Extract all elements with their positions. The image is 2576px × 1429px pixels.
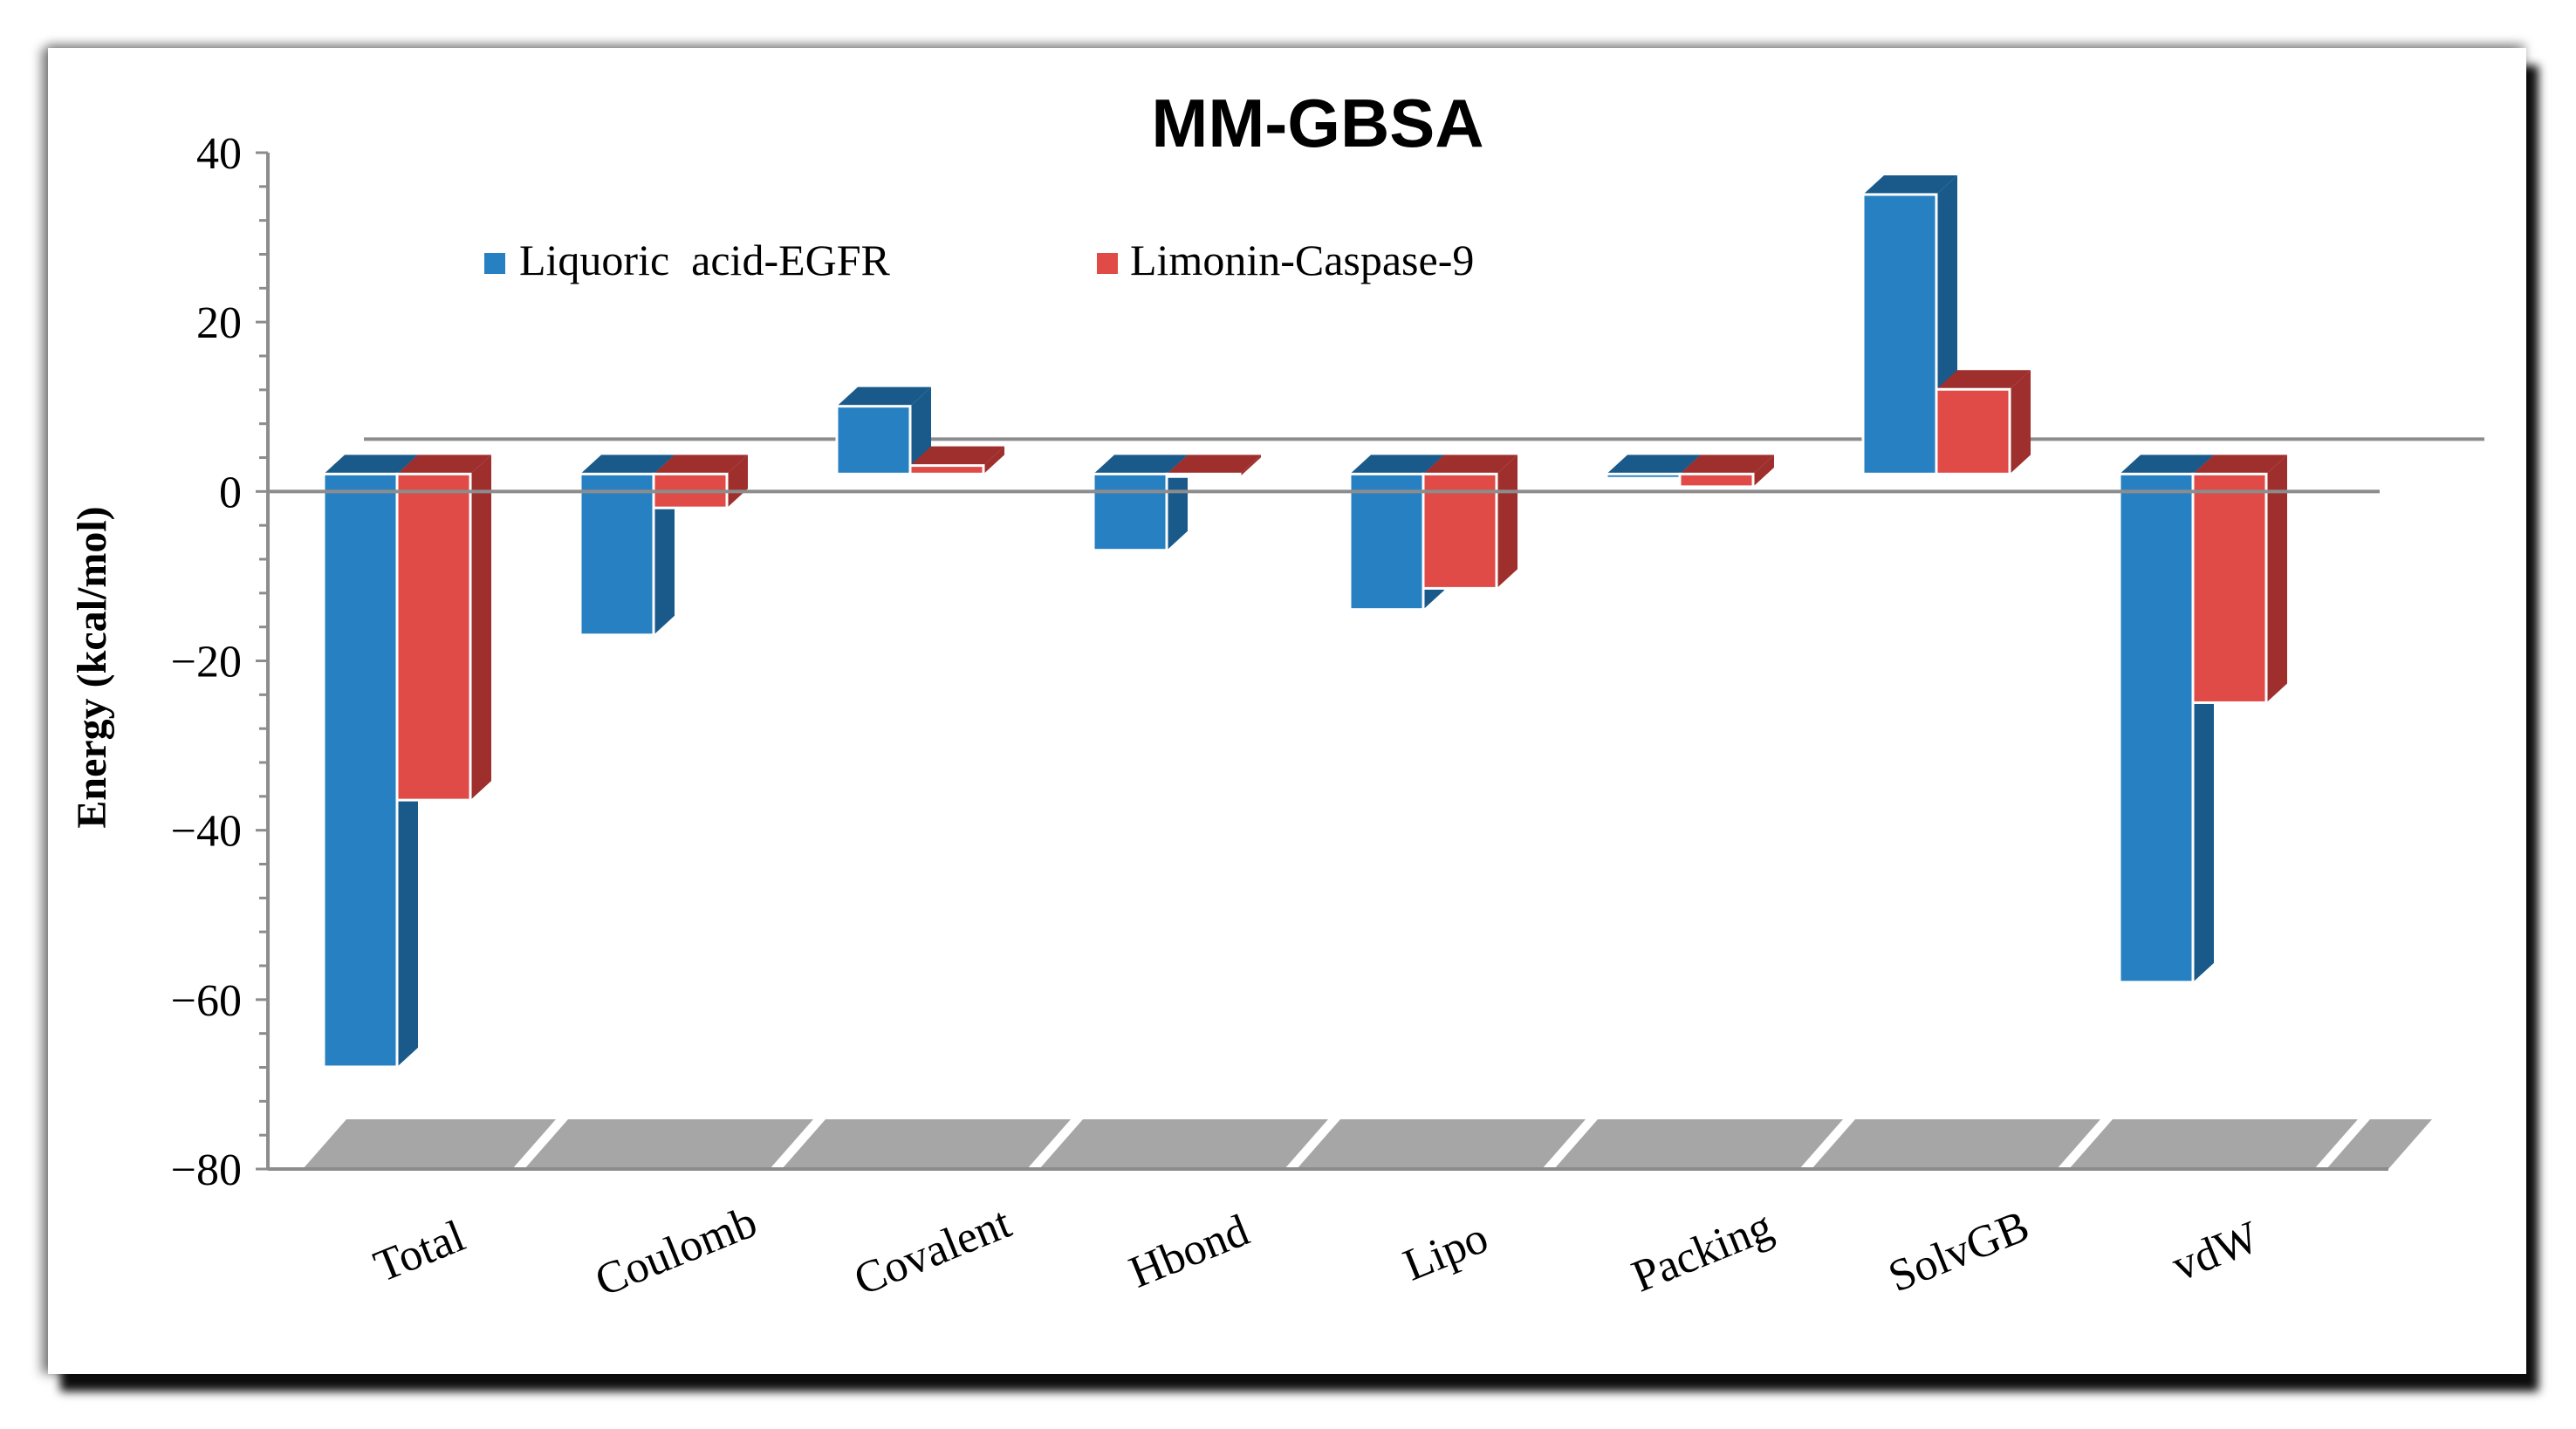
bar-front [1092,472,1168,552]
legend-swatch-series-1 [484,253,505,274]
bar-front [322,472,399,1069]
bar-top [1607,455,1701,475]
chart-card: MM-GBSA 40 20 0 −20 −40 −60 −80 Total Coulomb Co… [48,48,2526,1374]
bar-hbond-series-1 [1092,455,1188,552]
bar-side [2010,370,2031,475]
bar-top [580,455,675,475]
bar-top [654,455,748,475]
bar-top [397,455,491,475]
bar-covalent-series-2 [908,446,1004,475]
x-label-total: Total [367,1211,472,1292]
bar-side [1240,455,1261,477]
bar-side [470,455,491,801]
floor-stripe [1799,1119,1855,1169]
floor-stripe [512,1119,568,1169]
bar-total-series-2 [395,455,491,802]
bar-packing-series-2 [1678,455,1774,489]
y-tick-label: −20 [171,638,242,687]
y-tick-label: 40 [196,129,242,179]
bar-top [1093,455,1188,475]
bar-top [1680,455,1774,475]
bar-coulomb-series-2 [652,455,748,509]
bar-covalent-series-1 [835,386,931,475]
bar-vdw-series-1 [2118,455,2214,984]
bar-top [1167,455,1261,475]
floor-stripe [1027,1119,1083,1169]
floor-stripe [1542,1119,1598,1169]
bar-top [910,446,1004,466]
floor-stripe [770,1119,826,1169]
bar-front [1165,472,1242,478]
bar-top [1936,370,2031,390]
bar-front [2118,472,2195,984]
bar-front [2191,472,2268,704]
bar-top [1863,174,1957,195]
legend-swatch-series-2 [1097,253,1118,274]
bar-top [2120,455,2214,475]
bar-front [835,405,912,475]
x-axis-labels: Total Coulomb Covalent Hbond Lipo Packing Solv… [367,1197,2265,1306]
x-label-covalent: Covalent [847,1198,1018,1305]
y-tick-label: −60 [171,976,242,1026]
y-tick-label: 20 [196,298,242,348]
y-tick-label: 0 [219,468,242,517]
bar-solvgb-series-2 [1935,370,2031,475]
floor-stripe [1285,1119,1340,1169]
bar-front [395,472,472,802]
chart-title: MM-GBSA [1151,85,1483,161]
bar-total-series-1 [322,455,418,1069]
bar-top [1350,455,1444,475]
y-axis: 40 20 0 −20 −40 −60 −80 [171,129,2388,1195]
bar-vdw-series-2 [2191,455,2287,704]
x-label-coulomb: Coulomb [588,1197,764,1306]
x-label-hbond: Hbond [1123,1206,1257,1298]
x-label-solvgb: SolvGB [1881,1201,2036,1303]
bar-side [727,455,748,509]
bar-top [2193,455,2287,475]
floor-stripe [2057,1119,2113,1169]
bar-lipo-series-2 [1422,455,1518,590]
bars [322,174,2287,1069]
bar-front [1348,472,1425,612]
legend: Liquoric acid-EGFR Limonin-Caspase-9 [484,236,1474,284]
bar-front [1861,193,1938,475]
bar-side [1753,455,1774,487]
bar-front [1935,387,2011,475]
legend-label-series-1: Liquoric acid-EGFR [519,236,891,284]
bar-side [983,446,1004,475]
bar-front [1678,472,1755,489]
x-label-vdw: vdW [2165,1212,2265,1291]
bar-hbond-series-2 [1165,455,1261,478]
floor-stripe [2314,1119,2370,1169]
bar-front [1605,472,1682,480]
chart-floor [303,1119,2432,1169]
bar-side [1497,455,1518,589]
y-tick-label: −40 [171,807,242,857]
floor-band [303,1119,2432,1169]
bar-top [837,386,931,407]
bar-top [1423,455,1518,475]
bar-front [908,464,985,475]
bar-top [324,455,418,475]
y-axis-title: Energy (kcal/mol) [69,506,115,828]
bar-front [579,472,655,637]
legend-label-series-2: Limonin-Caspase-9 [1130,236,1474,284]
chart-svg: MM-GBSA 40 20 0 −20 −40 −60 −80 Total Coulomb Co… [69,85,2484,1306]
x-label-lipo: Lipo [1397,1213,1495,1291]
bar-side [2266,455,2287,703]
bar-side [1167,455,1188,550]
y-tick-label: −80 [171,1145,242,1195]
x-label-packing: Packing [1625,1201,1779,1303]
